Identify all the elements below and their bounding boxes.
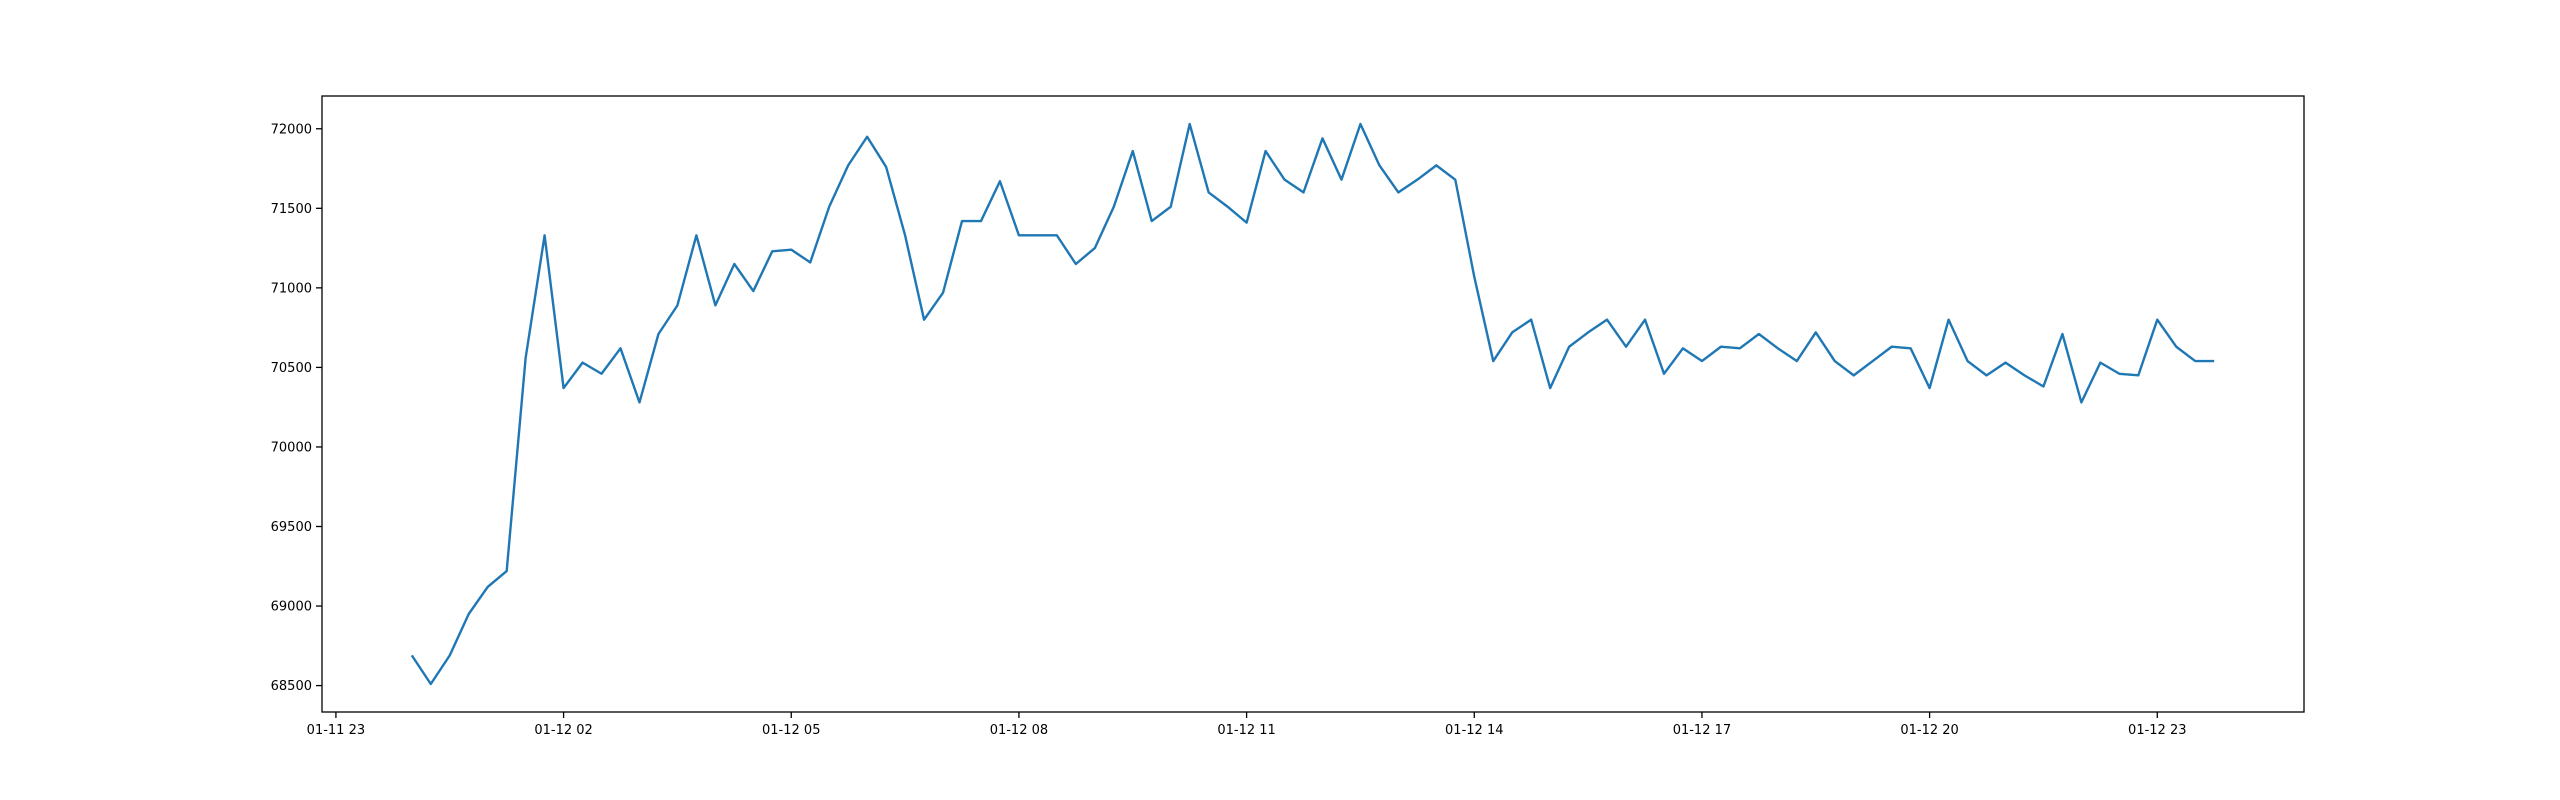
y-tick-label: 71500 [271, 202, 312, 217]
x-tick-label: 01-12 20 [1900, 723, 1958, 738]
plot-frame [321, 95, 2305, 713]
y-tick-label: 68500 [271, 679, 312, 694]
x-tick-label: 01-12 17 [1673, 723, 1731, 738]
x-tick-label: 01-12 08 [990, 723, 1048, 738]
x-tick-label: 01-12 23 [2128, 723, 2186, 738]
x-tick-label: 01-12 11 [1217, 723, 1275, 738]
y-tick-label: 69000 [271, 600, 312, 615]
series-line [410, 122, 2215, 686]
y-tick-label: 70000 [271, 440, 312, 455]
y-tick-label: 72000 [271, 122, 312, 137]
x-tick-label: 01-12 14 [1445, 723, 1503, 738]
y-tick-label: 69500 [271, 520, 312, 535]
x-tick-label: 01-11 23 [307, 723, 365, 738]
x-tick-label: 01-12 05 [762, 723, 820, 738]
y-tick-label: 70500 [271, 361, 312, 376]
x-tick-label: 01-12 02 [534, 723, 592, 738]
y-tick-label: 71000 [271, 281, 312, 296]
